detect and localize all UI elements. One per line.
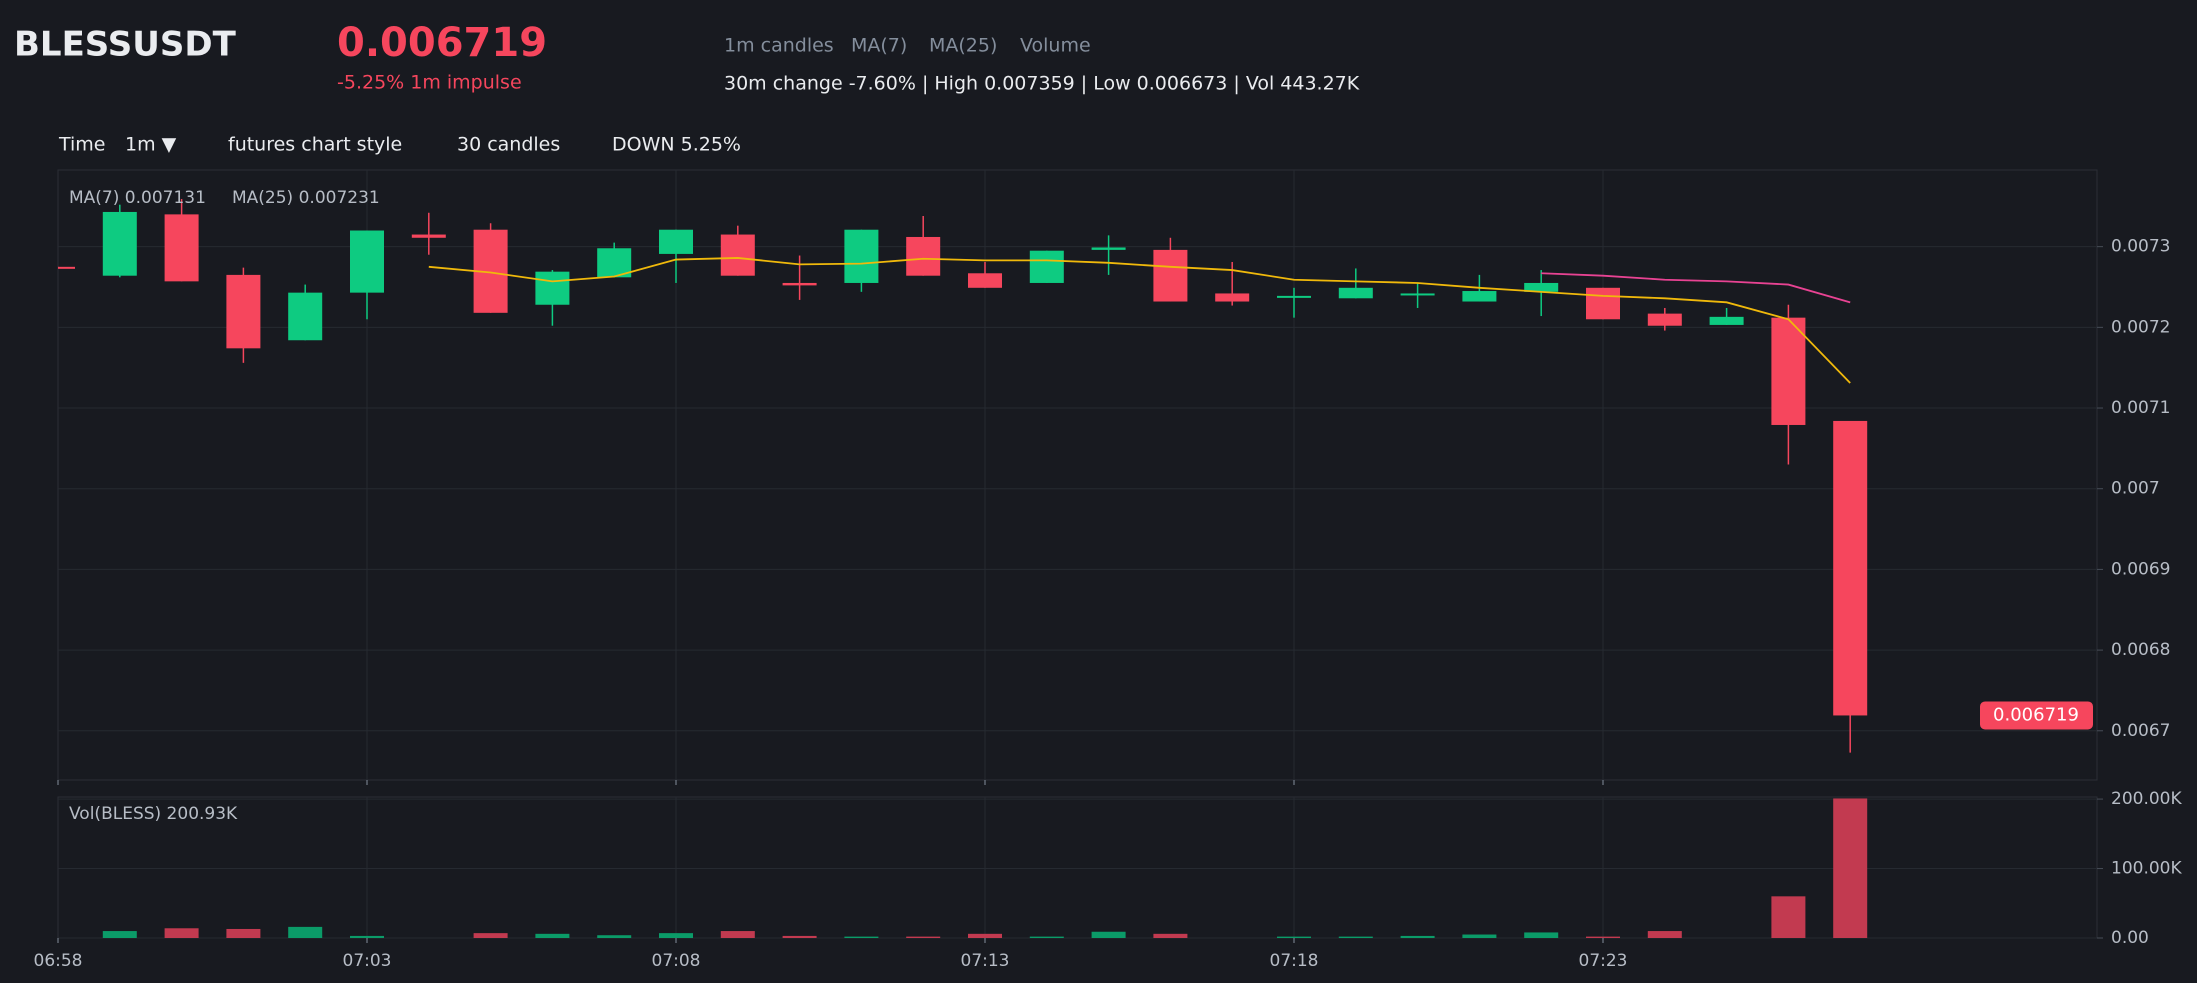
y-tick-label: 0.007 bbox=[2111, 479, 2160, 499]
direction: DOWN 5.25% bbox=[612, 134, 741, 156]
y-tick-label: 0.0071 bbox=[2111, 398, 2170, 418]
y-tick-label: 0.0067 bbox=[2111, 721, 2170, 741]
volume-bar bbox=[1400, 935, 1435, 938]
y-tick-label: 0.0072 bbox=[2111, 317, 2170, 337]
stats: 30m change -7.60% | High 0.007359 | Low … bbox=[724, 73, 1360, 95]
volume-label: Vol(BLESS) 200.93K bbox=[69, 804, 238, 824]
x-tick-label: 07:03 bbox=[343, 951, 392, 971]
candle-body bbox=[1647, 313, 1682, 326]
volume-bar bbox=[906, 936, 941, 938]
candle-body bbox=[1709, 316, 1744, 325]
last-price-tag bbox=[1980, 701, 2093, 730]
volume-bar bbox=[1524, 932, 1559, 938]
volume-bar bbox=[1153, 933, 1188, 938]
symbol: BLESSUSDT bbox=[14, 25, 237, 65]
time-label: Time bbox=[58, 134, 106, 156]
volume-bar bbox=[535, 933, 570, 938]
candle-body bbox=[288, 292, 323, 341]
y-tick-label: 0.0068 bbox=[2111, 640, 2170, 660]
candle-body bbox=[968, 273, 1002, 288]
x-tick-label: 07:13 bbox=[961, 951, 1010, 971]
volume-bar bbox=[288, 926, 323, 938]
y-tick-label: 100.00K bbox=[2111, 859, 2182, 879]
candle-body bbox=[720, 234, 755, 276]
volume-bar bbox=[1029, 936, 1064, 938]
volume-bar bbox=[226, 928, 261, 938]
candle-body bbox=[659, 229, 693, 254]
volume-bar bbox=[1833, 798, 1868, 938]
candle-body bbox=[164, 214, 199, 282]
candle-body bbox=[411, 234, 446, 238]
volume-bar bbox=[720, 931, 755, 938]
candle-body bbox=[350, 230, 384, 293]
candle-body bbox=[1029, 250, 1064, 283]
y-tick-label: 0.0069 bbox=[2111, 559, 2170, 579]
price: 0.006719 bbox=[337, 20, 547, 66]
ma-label: MA(7) 0.007131 bbox=[69, 188, 206, 208]
candle-body bbox=[1338, 287, 1373, 299]
volume-bar bbox=[350, 935, 384, 938]
last-price-label: 0.006719 bbox=[1993, 704, 2079, 725]
price-pane bbox=[57, 169, 2098, 781]
volume-bar bbox=[782, 935, 817, 938]
volume-bar bbox=[1771, 896, 1806, 938]
candle-body bbox=[1586, 287, 1620, 320]
volume-bar bbox=[1338, 936, 1373, 938]
x-tick-label: 06:58 bbox=[34, 951, 83, 971]
candle-body bbox=[1153, 249, 1188, 302]
candle-body bbox=[1091, 247, 1126, 250]
volume-bar bbox=[164, 928, 199, 938]
candle-body bbox=[1400, 293, 1435, 296]
volume-bar bbox=[1277, 936, 1311, 938]
candle-body bbox=[906, 236, 941, 276]
volume-bar bbox=[659, 933, 693, 938]
candle-body bbox=[782, 282, 817, 286]
candle-body bbox=[1524, 282, 1559, 292]
legend-item: 1m candles bbox=[724, 35, 834, 57]
candle-body bbox=[844, 229, 879, 283]
volume-bar bbox=[473, 933, 508, 938]
x-tick-label: 07:08 bbox=[652, 951, 701, 971]
ma-line bbox=[428, 257, 1851, 384]
interval-select[interactable]: 1m ▼ bbox=[125, 134, 177, 156]
x-tick-label: 07:18 bbox=[1270, 951, 1319, 971]
volume-bar bbox=[1586, 936, 1620, 938]
candle-body bbox=[1771, 317, 1806, 425]
ma-line bbox=[1541, 272, 1851, 304]
candle-body bbox=[226, 274, 261, 349]
x-tick-label: 07:23 bbox=[1579, 951, 1628, 971]
candle-body bbox=[102, 211, 137, 276]
legend-item: Volume bbox=[1020, 35, 1091, 57]
legend-item: MA(7) bbox=[851, 35, 907, 57]
y-tick-label: 0.00 bbox=[2111, 928, 2149, 948]
volume-bar bbox=[1091, 931, 1126, 938]
y-tick-label: 0.0073 bbox=[2111, 237, 2170, 257]
volume-bar bbox=[597, 935, 632, 938]
candle-body bbox=[535, 271, 570, 305]
ma-label: MA(25) 0.007231 bbox=[232, 188, 380, 208]
volume-bar bbox=[1647, 931, 1682, 938]
candle-body bbox=[1462, 291, 1497, 302]
count-button[interactable]: 30 candles bbox=[457, 134, 560, 156]
volume-bar bbox=[968, 933, 1002, 938]
candle-body bbox=[1833, 420, 1868, 716]
style-button[interactable]: futures chart style bbox=[228, 134, 402, 156]
legend-item: MA(25) bbox=[929, 35, 997, 57]
volume-bar bbox=[1462, 934, 1497, 938]
candle-body bbox=[1215, 293, 1250, 302]
candle-body bbox=[1277, 295, 1311, 298]
y-tick-label: 200.00K bbox=[2111, 789, 2182, 809]
volume-bar bbox=[102, 931, 137, 938]
impulse: -5.25% 1m impulse bbox=[337, 72, 522, 94]
candle-body bbox=[58, 266, 75, 269]
volume-bar bbox=[844, 936, 879, 938]
